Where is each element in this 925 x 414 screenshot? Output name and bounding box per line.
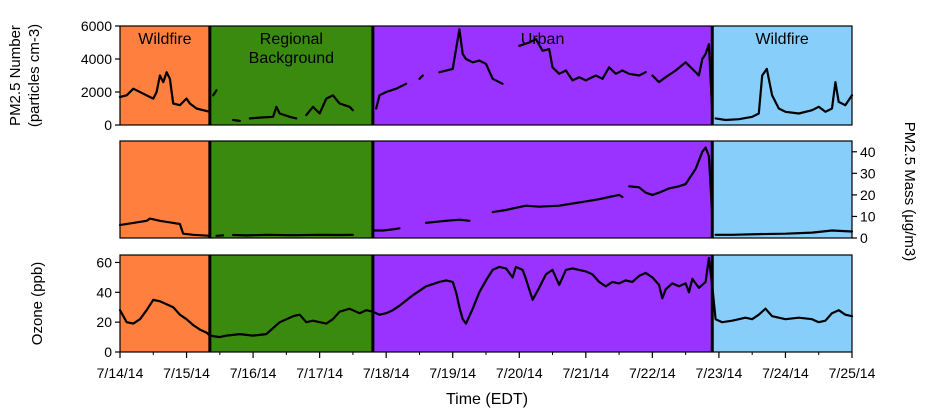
- x-tick-label: 7/16/14: [230, 365, 277, 381]
- period-band-2: [372, 255, 713, 352]
- panel-pm25-mass: 0 10 20 30 40 PM2.5 Mass (μg/m3): [118, 122, 918, 262]
- y-tick-label: 0: [104, 344, 112, 360]
- x-tick-label: 7/15/14: [163, 365, 210, 381]
- y-tick-label: 4000: [81, 51, 112, 67]
- period-band-1: [209, 141, 373, 238]
- y-axis-label-line: PM2.5 Number: [7, 25, 24, 126]
- period-label: Wildfire: [755, 31, 808, 48]
- y-axis-label: PM2.5 Mass (μg/m3): [901, 122, 918, 262]
- x-tick-label: 7/24/14: [762, 365, 809, 381]
- period-band-1: [209, 255, 373, 352]
- period-label: Wildfire: [138, 31, 191, 48]
- y-axis-label: PM2.5 Number (particles cm-3): [7, 24, 43, 127]
- y-tick-label: 10: [860, 208, 876, 224]
- y-axis-label-line: (particles cm-3): [26, 24, 43, 127]
- y-tick-label: 0: [860, 230, 868, 246]
- x-tick-label: 7/18/14: [363, 365, 410, 381]
- data-line-segment: [118, 256, 854, 339]
- x-tick-label: 7/17/14: [296, 365, 343, 381]
- period-label: Urban: [521, 31, 565, 48]
- panel-frame: [119, 25, 853, 126]
- period-label: Regional Background: [249, 31, 334, 67]
- y-tick-label: 2000: [81, 84, 112, 100]
- y-tick-label: 60: [96, 254, 112, 270]
- data-line-segment: [518, 38, 647, 82]
- data-line-segment: [232, 118, 241, 122]
- period-band-2: [372, 141, 713, 238]
- data-line-segment: [418, 74, 424, 80]
- panel-ozone: 0 20 40 60 Ozone (ppb): [29, 254, 854, 360]
- x-axis-label: Time (EDT): [446, 391, 528, 408]
- data-line-segment: [305, 94, 354, 117]
- x-tick-label: 7/19/14: [429, 365, 476, 381]
- y-tick-label: 0: [104, 117, 112, 133]
- x-tick-label: 7/25/14: [829, 365, 876, 381]
- y-tick-label: 6000: [81, 18, 112, 34]
- x-tick-label: 7/20/14: [496, 365, 543, 381]
- data-line-segment: [425, 218, 471, 224]
- data-line-segment: [714, 67, 854, 122]
- data-line-segment: [371, 227, 401, 232]
- y-tick-label: 40: [860, 144, 876, 160]
- data-line-segment: [714, 229, 854, 236]
- period-band-1: [209, 26, 373, 125]
- x-tick-label: 7/21/14: [562, 365, 609, 381]
- x-axis: 7/14/14 7/15/14 7/16/14 7/17/14 7/18/14 7/19/…: [97, 352, 876, 381]
- data-line-segment: [118, 71, 211, 113]
- x-tick-label: 7/23/14: [696, 365, 743, 381]
- panel-frame: [119, 140, 853, 239]
- data-line-segment: [248, 105, 298, 120]
- data-line-segment: [438, 28, 504, 85]
- data-line-segment: [375, 82, 408, 110]
- period-band-2: [372, 26, 713, 125]
- data-line-segment: [232, 233, 354, 237]
- period-band-3: [712, 141, 852, 238]
- y-tick-label: 40: [96, 284, 112, 300]
- period-band-3: [712, 26, 852, 125]
- y-tick-label: 20: [96, 314, 112, 330]
- y-tick-label: 20: [860, 187, 876, 203]
- data-line-segment: [628, 146, 714, 218]
- panel-pm25-number: 0 2000 4000 6000 PM2.5 Number (particles cm-3…: [7, 18, 854, 133]
- y-axis-label: Ozone (ppb): [29, 262, 46, 345]
- data-line-segment: [491, 193, 624, 214]
- x-tick-label: 7/14/14: [97, 365, 144, 381]
- data-line-segment: [651, 43, 714, 115]
- y-tick-label: 30: [860, 165, 876, 181]
- data-line-segment: [118, 217, 211, 237]
- data-line-segment: [212, 89, 218, 97]
- x-tick-label: 7/22/14: [629, 365, 676, 381]
- period-band-3: [712, 255, 852, 352]
